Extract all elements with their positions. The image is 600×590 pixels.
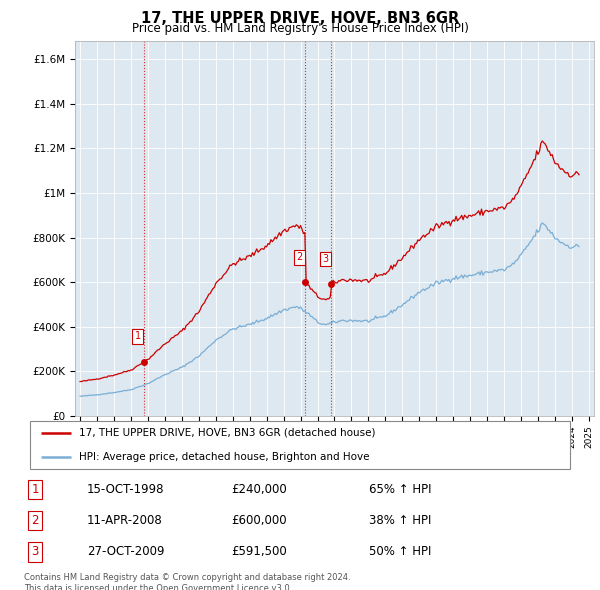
FancyBboxPatch shape	[30, 421, 570, 469]
Text: 17, THE UPPER DRIVE, HOVE, BN3 6GR: 17, THE UPPER DRIVE, HOVE, BN3 6GR	[141, 11, 459, 25]
Text: 1: 1	[31, 483, 39, 496]
Text: £240,000: £240,000	[231, 483, 287, 496]
Text: 11-APR-2008: 11-APR-2008	[87, 514, 163, 527]
Text: 2: 2	[31, 514, 39, 527]
Text: 27-OCT-2009: 27-OCT-2009	[87, 545, 164, 558]
Text: 38% ↑ HPI: 38% ↑ HPI	[369, 514, 431, 527]
Text: £600,000: £600,000	[231, 514, 287, 527]
Text: Price paid vs. HM Land Registry's House Price Index (HPI): Price paid vs. HM Land Registry's House …	[131, 22, 469, 35]
Text: 17, THE UPPER DRIVE, HOVE, BN3 6GR (detached house): 17, THE UPPER DRIVE, HOVE, BN3 6GR (deta…	[79, 428, 375, 438]
Text: 65% ↑ HPI: 65% ↑ HPI	[369, 483, 431, 496]
Text: 2: 2	[296, 252, 302, 262]
Text: 15-OCT-1998: 15-OCT-1998	[87, 483, 164, 496]
Text: Contains HM Land Registry data © Crown copyright and database right 2024.
This d: Contains HM Land Registry data © Crown c…	[24, 573, 350, 590]
Text: 1: 1	[134, 331, 140, 341]
Text: 50% ↑ HPI: 50% ↑ HPI	[369, 545, 431, 558]
Text: 3: 3	[31, 545, 39, 558]
Text: HPI: Average price, detached house, Brighton and Hove: HPI: Average price, detached house, Brig…	[79, 452, 369, 462]
Text: 3: 3	[322, 254, 329, 264]
Text: £591,500: £591,500	[231, 545, 287, 558]
